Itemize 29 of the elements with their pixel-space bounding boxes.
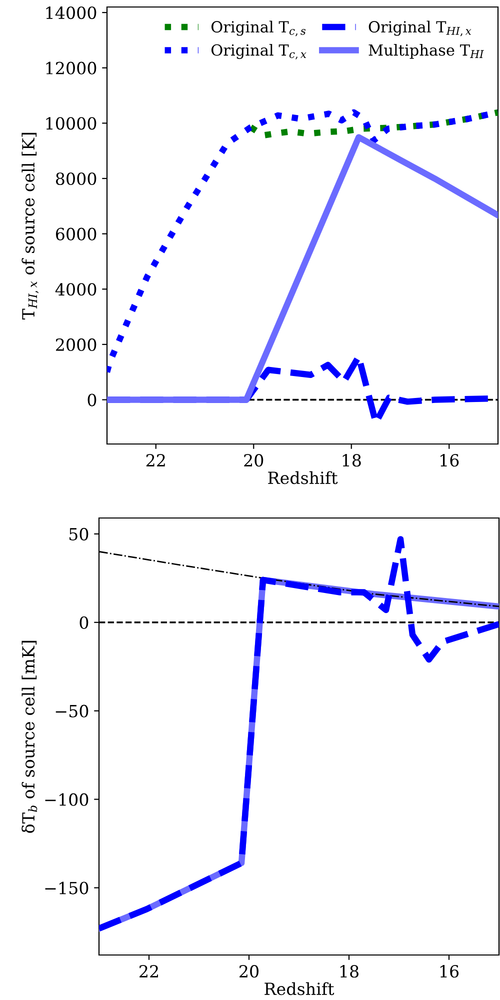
x-axis-title: Redshift bbox=[264, 982, 334, 996]
y-tick-label: 0 bbox=[88, 394, 96, 406]
legend-label: Original T$_{c,x}$ bbox=[211, 44, 306, 60]
y-tick-label: 10000 bbox=[46, 117, 96, 130]
y-tick-label: 14000 bbox=[46, 6, 96, 20]
y-tick-label: 50 bbox=[69, 528, 88, 540]
legend-label: Multiphase T$_{HI}$ bbox=[368, 44, 484, 59]
y-axis-title: δT$_{b}$ of source cell [mK] bbox=[22, 640, 38, 833]
legend-label: Original T$_{c,s}$ bbox=[211, 20, 306, 36]
x-tick-label: 16 bbox=[440, 454, 459, 467]
x-tick-label: 18 bbox=[340, 965, 358, 978]
y-tick-label: −150 bbox=[45, 882, 88, 894]
x-tick-label: 22 bbox=[146, 454, 165, 466]
y-tick-label: 8000 bbox=[56, 172, 96, 186]
x-tick-label: 16 bbox=[440, 965, 459, 978]
y-tick-label: 12000 bbox=[46, 62, 96, 74]
y-axis-title: T$_{HI,x}$ of source cell [K] bbox=[22, 132, 39, 320]
y-tick-label: 4000 bbox=[55, 283, 96, 296]
y-tick-label: 0 bbox=[80, 616, 88, 629]
legend-label: Original T$_{HI,x}$ bbox=[368, 20, 472, 36]
y-tick-label: −100 bbox=[45, 793, 88, 806]
x-tick-label: 20 bbox=[240, 965, 258, 978]
y-tick-label: −50 bbox=[56, 704, 88, 718]
x-tick-label: 20 bbox=[244, 454, 264, 467]
y-tick-label: 6000 bbox=[56, 228, 96, 240]
x-tick-label: 22 bbox=[140, 965, 158, 978]
x-axis-title: Redshift bbox=[268, 471, 338, 484]
x-tick-label: 18 bbox=[342, 454, 361, 467]
y-tick-label: 2000 bbox=[56, 338, 96, 351]
